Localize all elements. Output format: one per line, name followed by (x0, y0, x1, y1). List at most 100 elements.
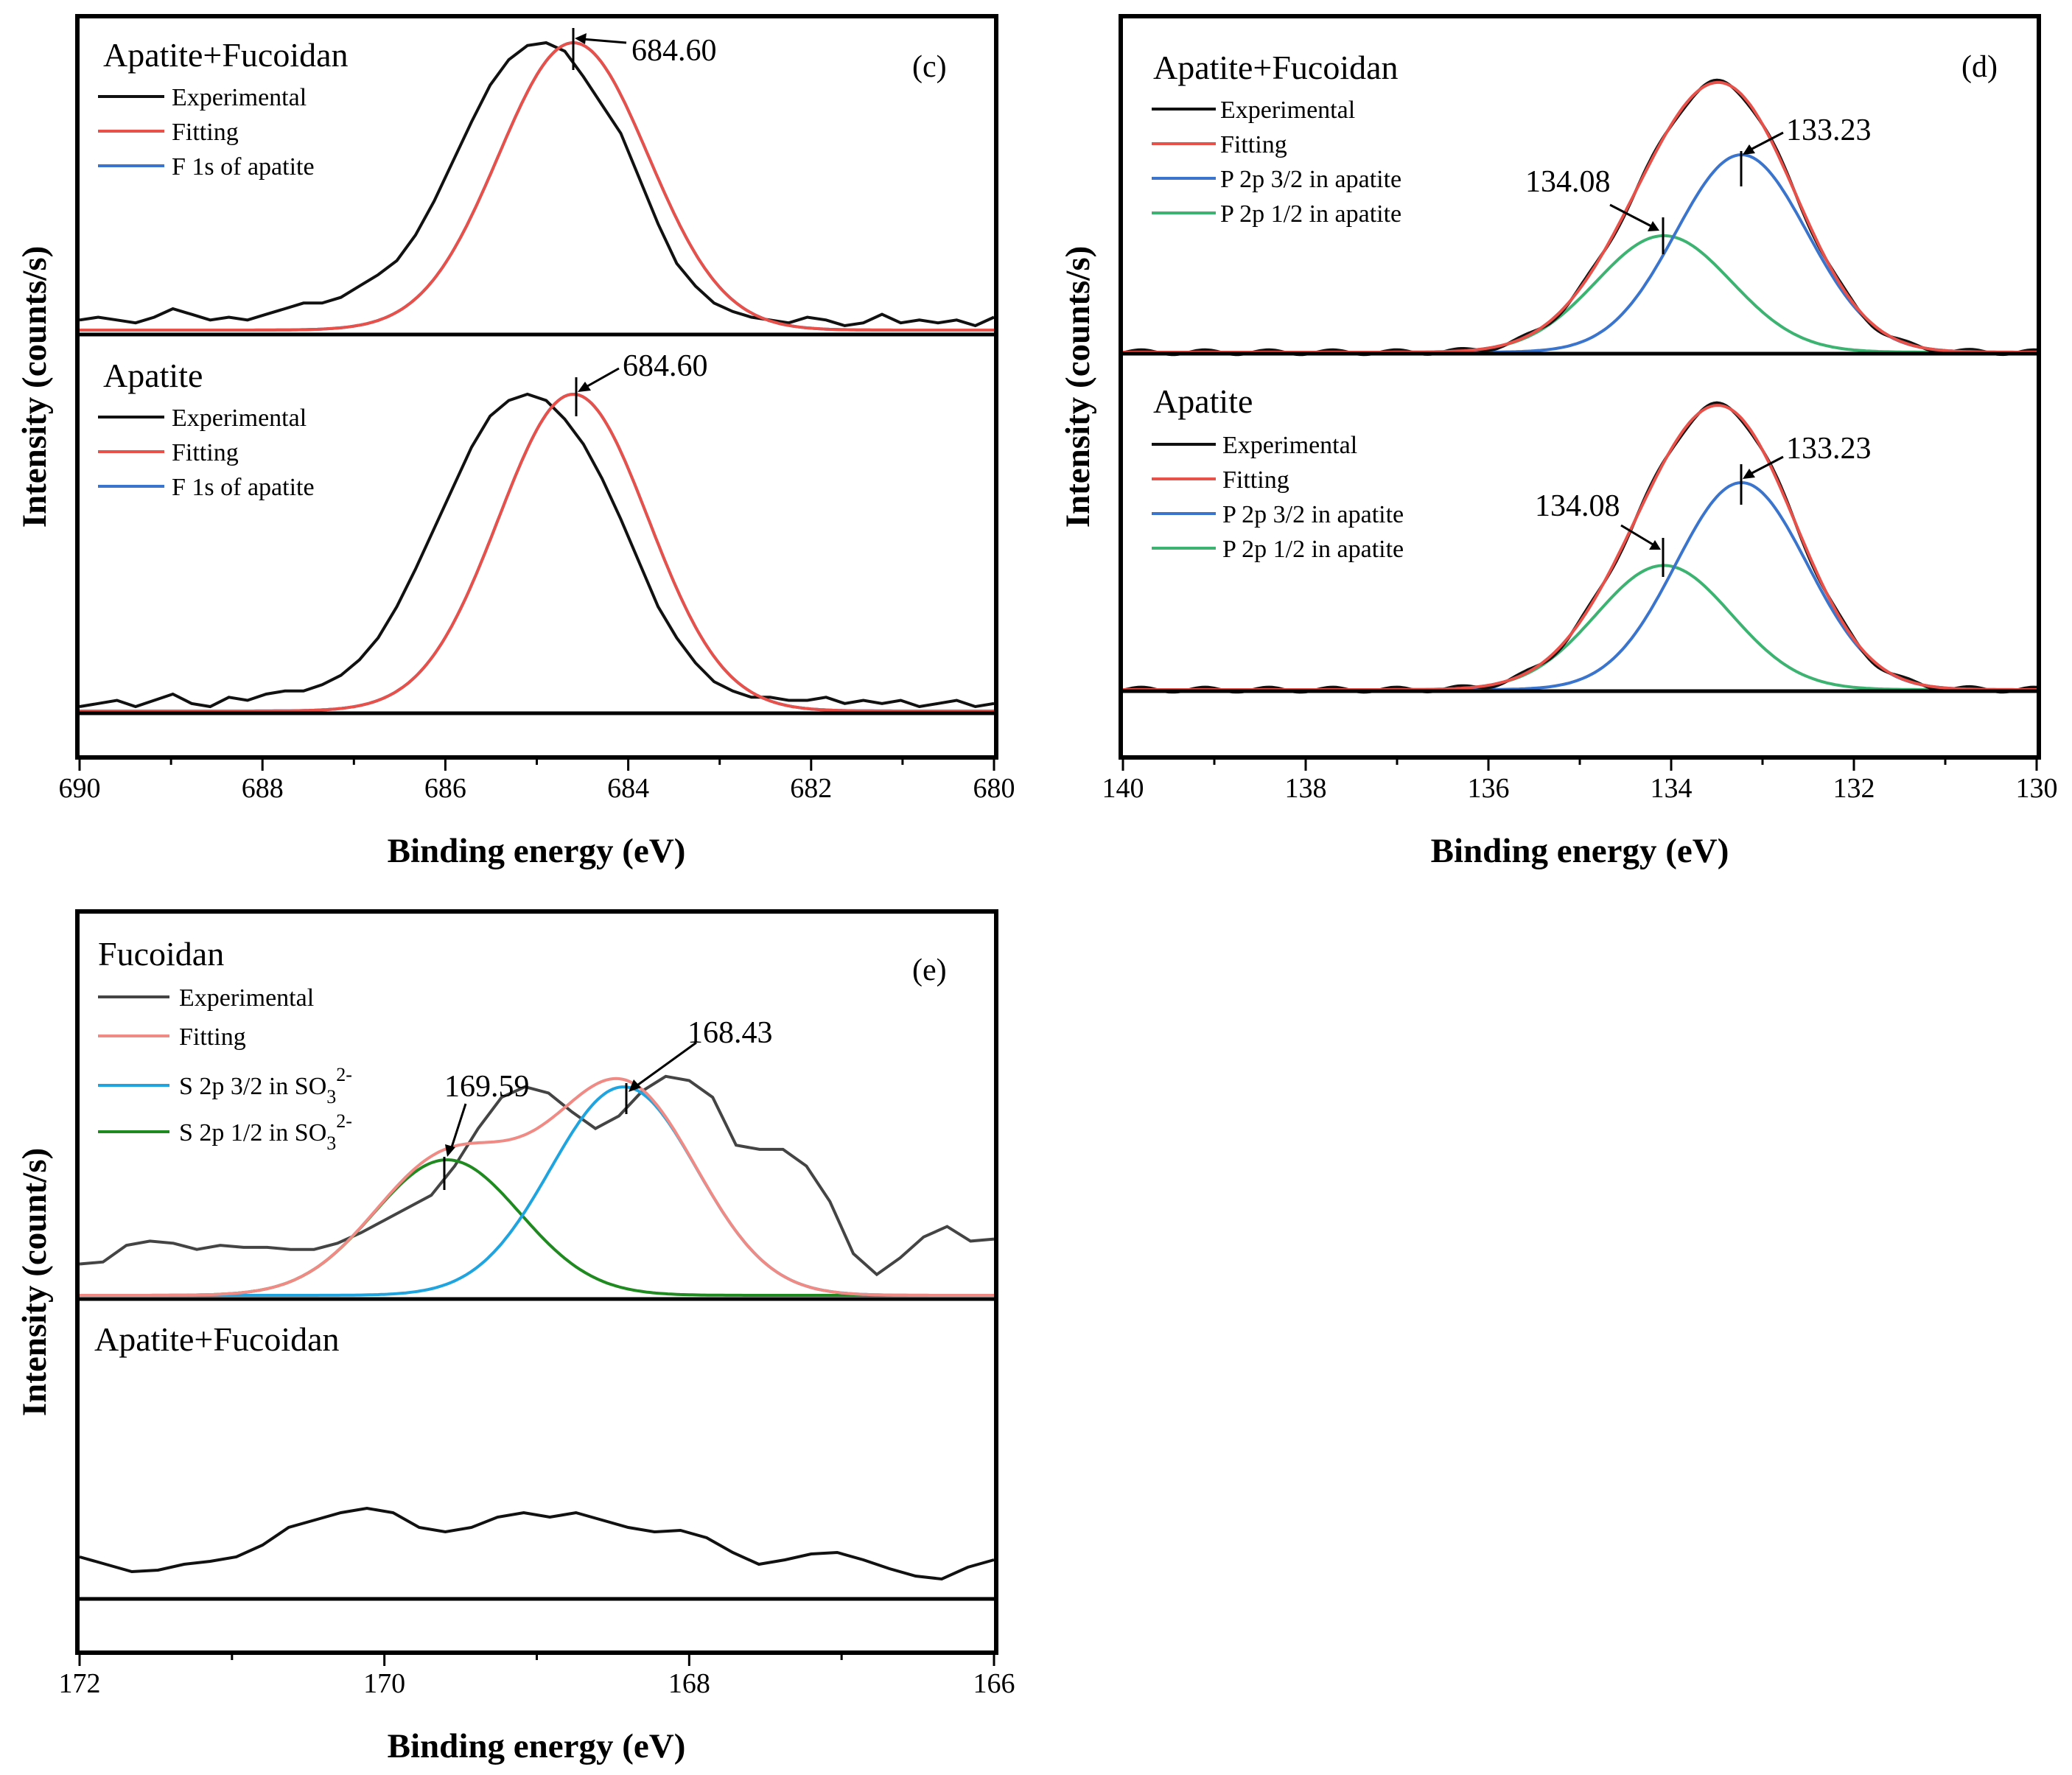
panel-e-frame (75, 909, 998, 1655)
peak-arrowhead-13323 (1743, 144, 1755, 155)
legend-component: F 1s of apatite (172, 153, 315, 181)
panel-c-xticks: 690 688 686 684 682 680 (59, 757, 1015, 804)
xtick-label: 130 (2016, 773, 2058, 804)
panel-c-bottom-title: Apatite (103, 357, 203, 394)
xtick-label: 688 (242, 773, 284, 804)
peak-arrow-13408 (1620, 524, 1655, 547)
panel-c-xlabel: Binding energy (eV) (388, 832, 686, 870)
panel-e-letter: (e) (912, 953, 947, 987)
experimental-curve (79, 41, 995, 328)
panel-e-top-legend: Experimental Fitting S 2p 3/2 in SO32- S… (98, 984, 352, 1154)
panel-c-curves (79, 41, 995, 713)
panel-d-top-peak-annotations: 133.23 134.08 (1525, 113, 1872, 254)
panel-d-bottom-peak-annotations: 133.23 134.08 (1535, 432, 1872, 577)
panel-c-letter: (c) (912, 50, 947, 84)
legend-p12: P 2p 1/2 in apatite (1220, 200, 1401, 228)
peak-arrow-13408 (1609, 203, 1653, 228)
xtick-label: 136 (1468, 773, 1510, 804)
peak-arrow (583, 367, 620, 390)
xtick-label: 684 (607, 773, 649, 804)
xtick-label: 172 (59, 1668, 101, 1699)
legend-s32-text: S 2p 3/2 in SO (179, 1073, 326, 1100)
xtick-label: 138 (1285, 773, 1327, 804)
experimental-curve (79, 1506, 995, 1581)
panel-e-ylabel: Intensity (count/s) (15, 1148, 54, 1416)
xtick-label: 168 (668, 1668, 710, 1699)
legend-s32-sup: 2- (336, 1064, 352, 1085)
fitting-curve (80, 392, 994, 713)
component-s12-curve (80, 1158, 994, 1297)
legend-s12-sub: 3 (326, 1132, 336, 1154)
fitting-curve (80, 1076, 994, 1297)
legend-p32: P 2p 3/2 in apatite (1222, 501, 1404, 528)
peak-arrow-16959 (449, 1103, 467, 1150)
xtick-label: 134 (1651, 773, 1693, 804)
legend-fitting: Fitting (1220, 131, 1287, 158)
legend-s12: S 2p 1/2 in SO32- (179, 1110, 352, 1154)
panel-d-top-title: Apatite+Fucoidan (1153, 49, 1399, 86)
panel-c-bottom-legend: Experimental Fitting F 1s of apatite (98, 405, 315, 501)
peak-arrowhead (578, 382, 591, 392)
peak-label: 684.60 (623, 349, 708, 383)
xtick-label: 690 (59, 773, 101, 804)
panel-e: 172 170 168 166 Fucoidan (e) Experimental F… (15, 909, 1015, 1765)
peak-arrowhead-13323 (1743, 469, 1755, 479)
peak-label-13323: 133.23 (1786, 113, 1872, 147)
peak-label-13408: 134.08 (1525, 165, 1611, 199)
xtick-label: 680 (973, 773, 1015, 804)
experimental-curve (79, 392, 995, 709)
experimental-curve (79, 1074, 995, 1277)
panel-c-top-peak-annotation: 684.60 (572, 28, 717, 70)
xtick-label: 170 (363, 1668, 405, 1699)
peak-arrow-13323 (1747, 455, 1784, 477)
legend-p12: P 2p 1/2 in apatite (1222, 536, 1404, 563)
legend-component: F 1s of apatite (172, 474, 315, 501)
xtick-label: 682 (790, 773, 832, 804)
legend-fitting: Fitting (172, 439, 239, 466)
component-p12-curve (1123, 564, 2037, 691)
legend-s12-sup: 2- (336, 1110, 352, 1132)
panel-d-ylabel: Intensity (counts/s) (1059, 246, 1097, 528)
peak-label: 684.60 (631, 34, 717, 68)
panel-d-bottom-legend: Experimental Fitting P 2p 3/2 in apatite… (1152, 432, 1404, 563)
panel-d-xticks: 140 138 136 134 132 130 (1102, 757, 2058, 804)
panel-e-peak-annotations: 168.43 169.59 (443, 1016, 773, 1190)
panel-d-bottom-title: Apatite (1153, 382, 1253, 420)
fitting-curve (80, 41, 994, 332)
xtick-label: 166 (973, 1668, 1015, 1699)
panel-d-frame (1119, 14, 2041, 760)
legend-experimental: Experimental (172, 405, 307, 432)
legend-experimental: Experimental (1220, 97, 1355, 124)
peak-arrow-16843 (634, 1041, 697, 1088)
panel-d-top-legend: Experimental Fitting P 2p 3/2 in apatite… (1152, 97, 1401, 228)
legend-p32: P 2p 3/2 in apatite (1220, 166, 1401, 193)
panel-e-curves (79, 1074, 995, 1581)
panel-e-xticks: 172 170 168 166 (59, 1653, 1015, 1699)
legend-s32: S 2p 3/2 in SO32- (179, 1064, 352, 1107)
panel-e-bottom-title: Apatite+Fucoidan (94, 1320, 340, 1358)
peak-arrowhead-16959 (445, 1144, 455, 1157)
legend-s12-text: S 2p 1/2 in SO (179, 1119, 326, 1146)
peak-arrowhead-13408 (1648, 221, 1659, 231)
legend-fitting: Fitting (179, 1023, 246, 1051)
peak-arrowhead (575, 33, 587, 44)
xtick-label: 140 (1102, 773, 1144, 804)
legend-experimental: Experimental (1222, 432, 1357, 459)
panel-c-ylabel: Intensity (counts/s) (15, 246, 54, 528)
peak-arrow (581, 38, 627, 44)
peak-label-16959: 169.59 (444, 1070, 530, 1104)
panel-c-bottom-peak-annotation: 684.60 (575, 349, 708, 416)
panel-d: 140 138 136 134 132 130 Apatite+Fucoidan (d) … (1059, 14, 2058, 870)
xtick-label: 686 (424, 773, 466, 804)
legend-fitting: Fitting (172, 119, 239, 146)
legend-experimental: Experimental (179, 984, 314, 1012)
legend-fitting: Fitting (1222, 466, 1289, 494)
component-s32-curve (80, 1085, 994, 1297)
panel-d-letter: (d) (1961, 50, 1998, 84)
panel-c-top-title: Apatite+Fucoidan (103, 36, 349, 74)
xtick-label: 132 (1833, 773, 1875, 804)
peak-label-13323: 133.23 (1786, 432, 1872, 466)
peak-arrow-13323 (1747, 131, 1784, 153)
peak-arrowhead-13408 (1649, 540, 1661, 550)
panel-e-top-title: Fucoidan (98, 935, 224, 973)
